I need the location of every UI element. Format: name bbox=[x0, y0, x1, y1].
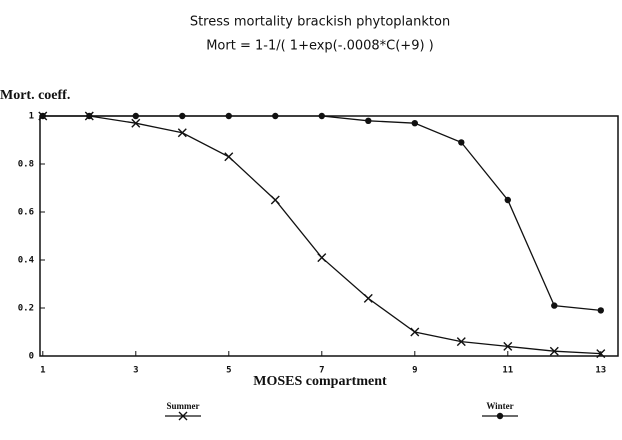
marker bbox=[365, 117, 372, 125]
x-tick-label: 3 bbox=[133, 366, 138, 376]
y-tick-label: 0.4 bbox=[18, 256, 35, 266]
x-tick-label: 1 bbox=[40, 366, 45, 376]
marker bbox=[131, 118, 141, 128]
plot-frame bbox=[39, 115, 619, 357]
marker bbox=[411, 120, 418, 127]
x-axis-label: MOSES compartment bbox=[253, 374, 387, 389]
marker bbox=[86, 112, 93, 120]
marker bbox=[272, 112, 279, 120]
chart-title: Stress mortality brackish phytoplankton bbox=[190, 15, 450, 30]
y-tick-label: 0.2 bbox=[18, 304, 34, 314]
marker bbox=[318, 112, 325, 120]
marker bbox=[179, 112, 186, 120]
marker bbox=[596, 349, 606, 359]
x-tick-label: 11 bbox=[502, 366, 513, 376]
chart-subtitle: Mort = 1-1/( 1+exp(-.0008*C(+9) ) bbox=[206, 39, 434, 54]
legend-marker bbox=[178, 411, 188, 421]
x-tick-label: 13 bbox=[595, 366, 606, 376]
marker bbox=[410, 327, 420, 337]
marker bbox=[597, 307, 604, 314]
marker bbox=[363, 293, 373, 303]
legend-label: Summer bbox=[167, 401, 200, 411]
legend-label: Winter bbox=[486, 401, 513, 411]
marker bbox=[503, 341, 513, 351]
y-tick-label: 0 bbox=[29, 352, 34, 362]
marker bbox=[317, 253, 327, 263]
x-tick-label: 9 bbox=[412, 366, 417, 376]
series-line bbox=[42, 115, 601, 355]
marker bbox=[224, 152, 234, 162]
y-tick-label: 0.8 bbox=[18, 160, 34, 170]
marker bbox=[549, 346, 559, 356]
marker bbox=[504, 196, 511, 204]
y-tick-label: 0.6 bbox=[18, 208, 34, 218]
marker bbox=[177, 128, 187, 138]
marker bbox=[132, 112, 139, 120]
x-tick-label: 7 bbox=[319, 366, 324, 376]
legend-marker bbox=[496, 412, 504, 420]
marker bbox=[458, 139, 465, 146]
series-line bbox=[42, 115, 601, 312]
x-tick-label: 5 bbox=[226, 366, 231, 376]
marker bbox=[225, 112, 232, 120]
y-tick-label: 1 bbox=[29, 112, 34, 122]
marker bbox=[456, 337, 466, 347]
y-axis-label: Mort. coeff. bbox=[0, 88, 70, 103]
marker bbox=[551, 302, 558, 309]
marker bbox=[39, 112, 46, 120]
marker bbox=[270, 195, 280, 205]
